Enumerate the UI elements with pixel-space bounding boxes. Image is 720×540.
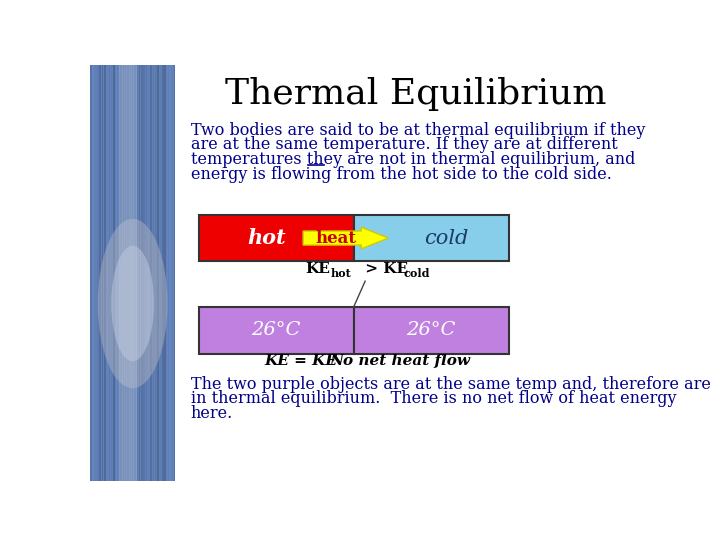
Bar [171, 65, 173, 481]
Bar [199, 215, 354, 261]
Text: hot: hot [248, 228, 286, 248]
Bar [148, 65, 150, 481]
Ellipse shape [98, 219, 168, 388]
Bar [137, 65, 138, 481]
Bar [169, 65, 171, 481]
Bar [94, 65, 96, 481]
Text: No net heat flow: No net heat flow [330, 354, 470, 368]
Text: heat: heat [315, 230, 356, 247]
Text: KE: KE [305, 262, 330, 276]
Text: in thermal equilibrium.  There is no net flow of heat energy: in thermal equilibrium. There is no net … [191, 390, 676, 408]
Bar [150, 65, 152, 481]
Text: cold: cold [404, 268, 431, 279]
Bar [122, 65, 124, 481]
Bar [90, 65, 175, 481]
Bar [199, 307, 354, 354]
Bar [90, 65, 91, 481]
Bar [158, 65, 159, 481]
Text: temperatures they are not in thermal equilibrium, and: temperatures they are not in thermal equ… [191, 151, 635, 168]
Bar [99, 65, 101, 481]
Bar [174, 65, 175, 481]
Bar [160, 65, 161, 481]
Bar [354, 215, 508, 261]
Bar [104, 65, 106, 481]
Text: > KE: > KE [360, 262, 408, 276]
Bar [155, 65, 157, 481]
Bar [145, 65, 148, 481]
Bar [120, 65, 122, 481]
Text: 26°C: 26°C [406, 321, 456, 340]
Bar [125, 65, 127, 481]
Bar [167, 65, 168, 481]
Bar [130, 65, 131, 481]
Text: hot: hot [330, 268, 351, 279]
FancyArrow shape [303, 227, 388, 249]
Bar [134, 65, 136, 481]
Bar [107, 65, 108, 481]
Text: energy is flowing from the hot side to the cold side.: energy is flowing from the hot side to t… [191, 166, 611, 183]
Bar [109, 65, 110, 481]
Bar [127, 65, 129, 481]
Bar [162, 65, 163, 481]
Bar [111, 65, 112, 481]
Text: The two purple objects are at the same temp and, therefore are: The two purple objects are at the same t… [191, 376, 711, 393]
Ellipse shape [112, 246, 154, 361]
Bar [164, 65, 166, 481]
Bar [143, 65, 145, 481]
Bar [153, 65, 154, 481]
Text: here.: here. [191, 405, 233, 422]
Bar [116, 65, 117, 481]
Bar [141, 65, 143, 481]
Bar [120, 65, 137, 481]
Text: Two bodies are said to be at thermal equilibrium if they: Two bodies are said to be at thermal equ… [191, 122, 645, 139]
Bar [118, 65, 120, 481]
Text: cold: cold [424, 228, 469, 247]
Bar [132, 65, 133, 481]
Bar [139, 65, 140, 481]
Bar [97, 65, 99, 481]
Bar [113, 65, 114, 481]
Text: 26°C: 26°C [251, 321, 301, 340]
Bar [92, 65, 94, 481]
Text: KE = KE: KE = KE [264, 354, 337, 368]
Text: are at the same temperature. If they are at different: are at the same temperature. If they are… [191, 137, 618, 153]
Text: Thermal Equilibrium: Thermal Equilibrium [225, 77, 606, 111]
Bar [354, 307, 508, 354]
Bar [102, 65, 103, 481]
